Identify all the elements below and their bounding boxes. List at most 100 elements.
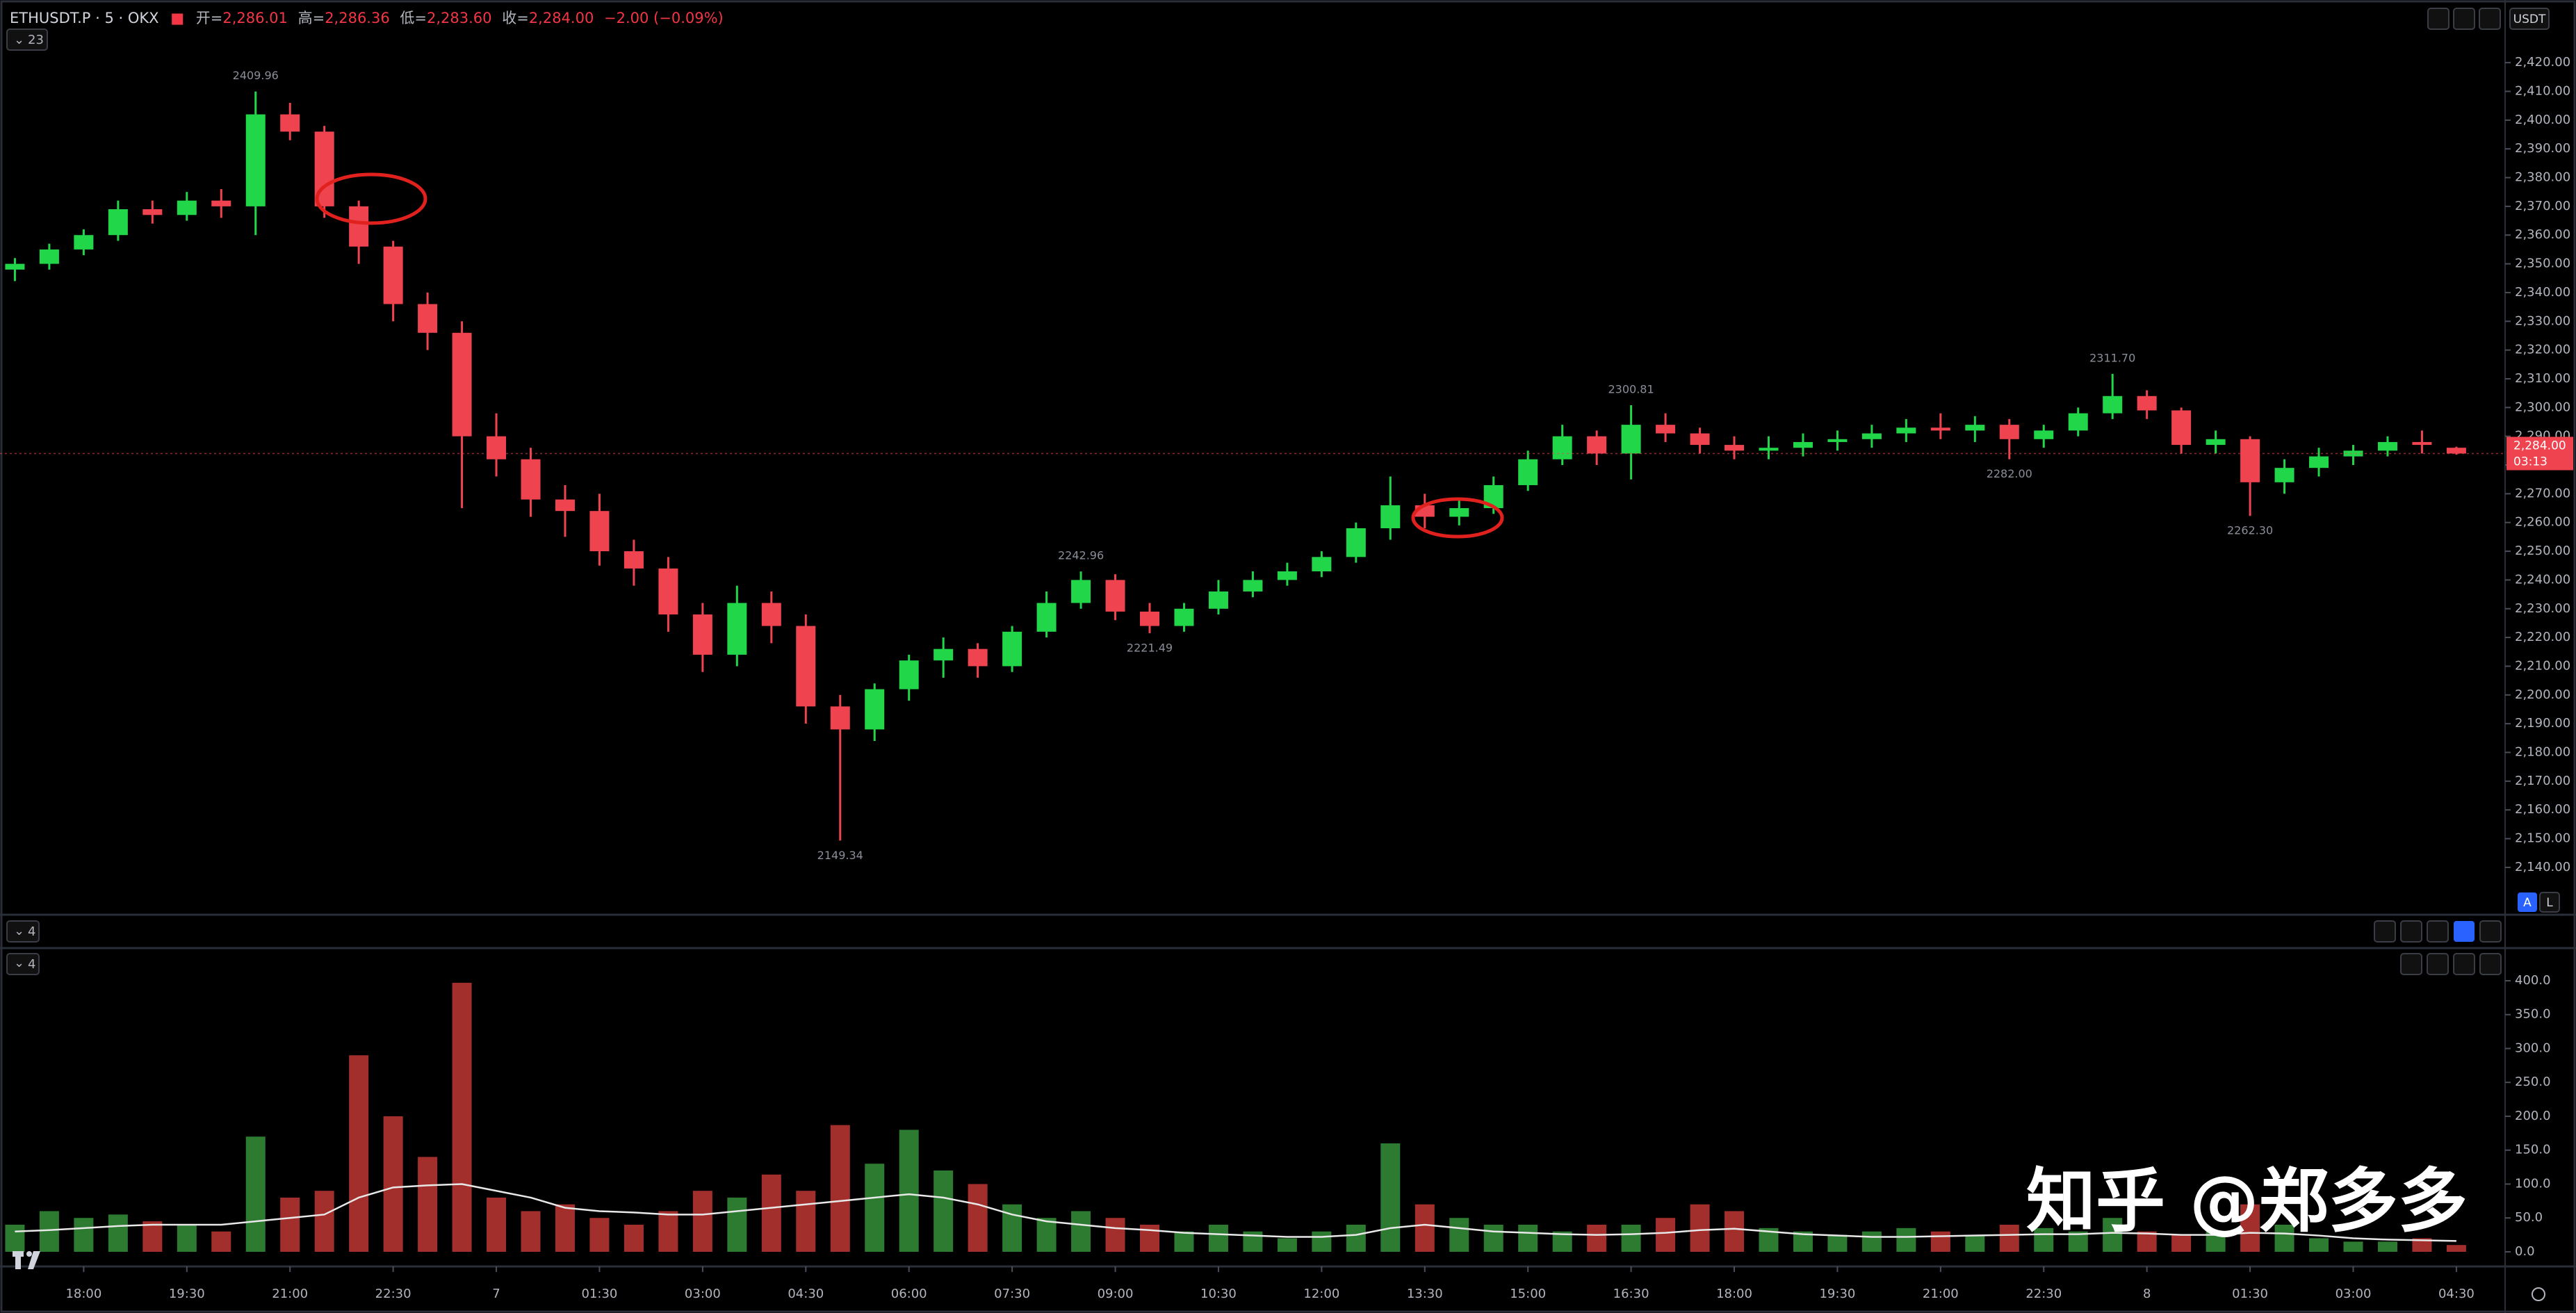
candle-body: [2309, 456, 2329, 468]
x-tick-label: 04:30: [2438, 1287, 2475, 1301]
symbol: ETHUSDT.P · 5 · OKX: [10, 10, 159, 26]
candle-body: [1105, 580, 1125, 612]
delete-button[interactable]: [2427, 953, 2449, 975]
collapse-button[interactable]: [2454, 921, 2475, 942]
y-tick-label: 2,190.00: [2515, 716, 2570, 731]
candle-body: [2171, 410, 2192, 446]
y-tick-label: 350.0: [2515, 1007, 2551, 1022]
high-label: 高=: [298, 10, 325, 26]
toggle-box[interactable]: [6, 920, 40, 943]
y-tick-label: 2,180.00: [2515, 745, 2570, 760]
volume-bar: [796, 1191, 816, 1252]
candle-body: [1896, 427, 1916, 434]
candle-body: [1552, 436, 1572, 459]
volume-bar: [589, 1218, 610, 1252]
toggle-box[interactable]: [6, 953, 40, 975]
settings-icon[interactable]: [2532, 1287, 2545, 1301]
delete-button[interactable]: [2427, 920, 2449, 943]
candle-body: [1930, 427, 1950, 431]
volume-bar: [2446, 1245, 2466, 1252]
y-tick-label: 2,260.00: [2515, 515, 2570, 530]
move-up-button[interactable]: [2400, 953, 2422, 975]
volume-bar: [2171, 1234, 2192, 1252]
settings-button[interactable]: [2453, 953, 2475, 975]
currency-button[interactable]: [2509, 8, 2550, 30]
volume-bar: [2240, 1204, 2260, 1252]
candle-body: [487, 436, 507, 459]
auto-scale-button[interactable]: [2518, 892, 2537, 912]
volume-bar: [142, 1221, 163, 1252]
y-tick-label: 2,350.00: [2515, 256, 2570, 271]
volume-bar: [1999, 1224, 2019, 1252]
y-tick-label: 2,360.00: [2515, 227, 2570, 242]
x-tick-label: 18:00: [65, 1287, 101, 1301]
log-scale-button[interactable]: [2539, 892, 2560, 913]
volume-bar: [1690, 1204, 1710, 1252]
toggle-box[interactable]: [6, 28, 48, 51]
maximize-button[interactable]: [2479, 953, 2502, 975]
close-value: 2,284.00: [529, 10, 594, 26]
pane-toggle[interactable]: ⌄ 4: [6, 953, 40, 975]
candle-body: [1449, 508, 1469, 517]
x-tick-label: 01:30: [582, 1287, 618, 1301]
candle-body: [1759, 448, 1779, 451]
change-value: −2.00 (−0.09%): [604, 10, 724, 26]
open-label: 开=: [196, 10, 223, 26]
x-tick-label: 21:00: [1923, 1287, 1959, 1301]
candle-body: [1518, 459, 1538, 485]
logo-part: [15, 1255, 21, 1269]
candle-body: [2446, 448, 2466, 454]
volume-bar: [2412, 1238, 2432, 1252]
volume-bar: [487, 1197, 507, 1252]
volume-bar: [1312, 1231, 1332, 1252]
y-tick-label: 2,420.00: [2515, 55, 2570, 70]
candle-body: [39, 249, 59, 264]
y-tick-label: 2,320.00: [2515, 343, 2570, 357]
extreme-label: 2149.34: [817, 849, 863, 862]
y-tick-label: 2,230.00: [2515, 601, 2570, 616]
countdown: 03:13: [2513, 455, 2548, 468]
candle-body: [1587, 436, 1607, 454]
volume-bar: [1621, 1224, 1641, 1252]
candle-body: [1725, 445, 1745, 451]
scroll-button[interactable]: [2453, 8, 2475, 30]
candle-body: [2240, 439, 2260, 482]
candle-body: [2034, 430, 2054, 439]
candle-body: [1312, 557, 1332, 572]
volume-bar: [934, 1170, 954, 1252]
volume-bar: [452, 982, 472, 1252]
y-tick-label: 2,310.00: [2515, 371, 2570, 386]
x-tick-label: 21:00: [272, 1287, 308, 1301]
chevron: ⌄: [14, 33, 24, 47]
volume-bar: [177, 1224, 197, 1252]
last-price-label: 2,284.00: [2513, 439, 2566, 452]
candle-body: [1036, 603, 1057, 632]
candle-body: [2103, 395, 2123, 414]
maximize-button[interactable]: [2479, 8, 2501, 30]
y-tick-label: 2,340.00: [2515, 285, 2570, 300]
volume-bar: [1174, 1231, 1194, 1252]
candle-body: [2412, 441, 2432, 446]
maximize-button[interactable]: [2479, 920, 2502, 943]
volume-bar: [349, 1055, 369, 1252]
pane-toggle[interactable]: ⌄ 23: [6, 28, 48, 51]
volume-bar: [74, 1218, 94, 1252]
y-tick-label: 50.0: [2515, 1210, 2543, 1225]
move-up-button[interactable]: [2374, 920, 2396, 943]
pane-toggle[interactable]: ⌄ 4: [6, 920, 40, 943]
candle-body: [2274, 468, 2294, 482]
y-tick-label: 2,220.00: [2515, 630, 2570, 644]
x-tick-label: 8: [2143, 1287, 2151, 1301]
x-tick-label: 18:00: [1716, 1287, 1752, 1301]
logo-part: [13, 1251, 24, 1257]
move-down-button[interactable]: [2400, 920, 2422, 943]
y-tick-label: 2,330.00: [2515, 313, 2570, 328]
volume-bar: [2377, 1241, 2397, 1252]
candle-body: [1827, 439, 1848, 442]
scroll-button[interactable]: [2427, 8, 2449, 30]
candle-body: [865, 689, 885, 730]
candle-body: [280, 114, 300, 132]
y-tick-label: 400.0: [2515, 973, 2551, 988]
